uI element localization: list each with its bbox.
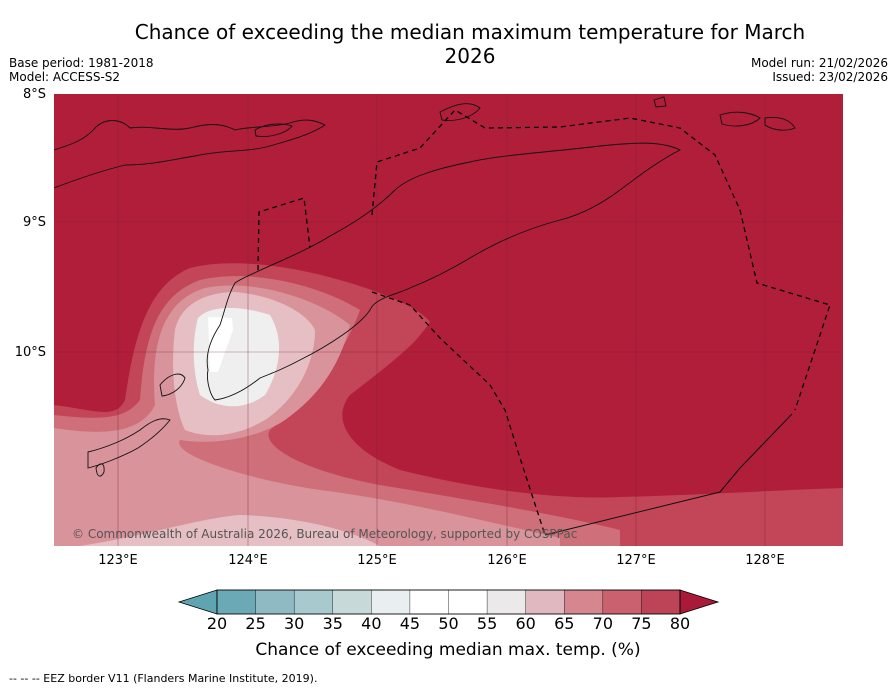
small-islet [653,96,667,108]
model-name: Model: ACCESS-S2 [9,70,121,84]
colorbar-tick-label: 80 [669,614,691,633]
lon-label-126e: 126°E [487,553,527,568]
lat-label-8s: 8°S [22,87,46,102]
colorbar-tick-label: 35 [322,614,343,633]
rote-island [159,373,186,397]
sumba-coast-west [87,418,171,469]
band-55-60 [193,307,280,407]
colorbar-tick-label: 75 [631,614,652,633]
metadata-left: Base period: 1981-2018 Model: ACCESS-S2 [9,56,154,84]
colorbar-tick-label: 30 [283,614,305,633]
grid-lines [54,94,843,546]
colorbar-cell [602,589,643,615]
band-60-65-south [80,515,380,546]
colorbar-tick-label: 55 [476,614,498,633]
band-below-55 [208,317,233,372]
lat-label-10s: 10°S [14,345,46,360]
timor-coastline [206,142,682,401]
colorbar-tick-label: 40 [361,614,382,633]
tanimbar-island [764,117,796,131]
eez-border [257,109,831,536]
colorbar-cell [641,589,681,615]
issued-date: Issued: 23/02/2026 [772,70,888,84]
model-run-date: Model run: 21/02/2026 [750,56,888,70]
colorbar-cell [216,589,257,615]
colorbar-cell [255,589,295,615]
colorbar-tick-label: 20 [206,614,228,633]
colorbar-tick-label: 25 [245,614,266,633]
flores-coast [54,119,326,189]
colorbar-cell [525,589,565,615]
colorbar-frame [216,589,681,615]
colorbar-cell [486,589,527,615]
alor-island [254,123,293,137]
lon-label-127e: 127°E [616,553,656,568]
copyright-notice: © Commonwealth of Australia 2026, Bureau… [72,527,578,541]
lon-label-125e: 125°E [357,553,397,568]
lat-label-9s: 9°S [22,215,46,230]
colorbar-min-arrow [177,589,218,615]
eez-legend-note: -- -- -- EEZ border V11 (Flanders Marine… [9,672,318,685]
colorbar-cell [448,589,488,615]
map-title: Chance of exceeding the median maximum t… [134,20,806,68]
colorbar [177,589,720,615]
probability-field [54,94,843,546]
coastlines [54,96,796,477]
lon-label-124e: 124°E [228,553,268,568]
boundary-solid [544,413,793,536]
colorbar-tick-label: 65 [554,614,575,633]
colorbar-cell [332,589,373,615]
colorbar-cell [564,589,604,615]
wetar-island [439,103,481,121]
colorbar-cell [293,589,334,615]
colorbar-max-arrow [679,589,720,615]
colorbar-cell [409,589,450,615]
colorbar-label: Chance of exceeding median max. temp. (%… [255,640,641,660]
lon-label-128e: 128°E [745,553,785,568]
colorbar-cells [216,589,681,615]
colorbar-cell [371,589,411,615]
base-period: Base period: 1981-2018 [9,56,154,70]
colorbar-tick-label: 60 [515,614,536,633]
babar-islands [719,111,761,127]
colorbar-tick-label: 70 [592,614,613,633]
colorbar-tick-label: 50 [438,614,459,633]
metadata-right: Model run: 21/02/2026 Issued: 23/02/2026 [751,56,888,84]
colorbar-tick-label: 45 [399,614,421,633]
sawu-island [95,463,105,477]
lon-label-123e: 123°E [98,553,138,568]
